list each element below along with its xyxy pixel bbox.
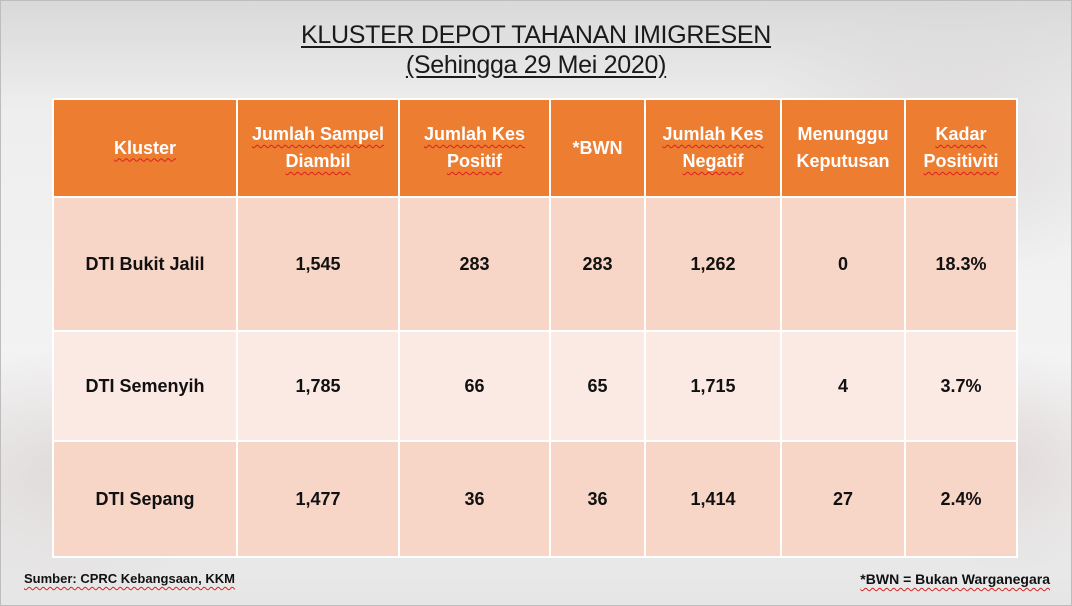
cell-bwn: 36 bbox=[549, 440, 646, 558]
cell-positif: 283 bbox=[398, 196, 551, 332]
cell-kluster: DTI Sepang bbox=[52, 440, 238, 558]
table-row: DTI Bukit Jalil 1,545 283 283 1,262 0 18… bbox=[52, 196, 1018, 332]
cluster-table: Kluster Jumlah Sampel Diambil Jumlah Kes… bbox=[52, 98, 1018, 558]
cell-bwn: 65 bbox=[549, 330, 646, 442]
table-row: DTI Sepang 1,477 36 36 1,414 27 2.4% bbox=[52, 440, 1018, 558]
cell-kadar: 3.7% bbox=[904, 330, 1018, 442]
cell-kluster: DTI Bukit Jalil bbox=[52, 196, 238, 332]
source-note: Sumber: CPRC Kebangsaan, KKM bbox=[24, 571, 235, 586]
cell-kluster: DTI Semenyih bbox=[52, 330, 238, 442]
cell-negatif: 1,414 bbox=[644, 440, 782, 558]
cell-sampel: 1,545 bbox=[236, 196, 400, 332]
cell-positif: 36 bbox=[398, 440, 551, 558]
table-header-row: Kluster Jumlah Sampel Diambil Jumlah Kes… bbox=[52, 98, 1018, 198]
cell-negatif: 1,715 bbox=[644, 330, 782, 442]
cell-menunggu: 4 bbox=[780, 330, 906, 442]
header-bwn: *BWN bbox=[549, 98, 646, 198]
cell-sampel: 1,477 bbox=[236, 440, 400, 558]
bwn-footnote: *BWN = Bukan Warganegara bbox=[860, 571, 1050, 587]
cell-negatif: 1,262 bbox=[644, 196, 782, 332]
header-kadar: Kadar Positiviti bbox=[904, 98, 1018, 198]
header-kes-positif: Jumlah Kes Positif bbox=[398, 98, 551, 198]
header-kes-negatif: Jumlah Kes Negatif bbox=[644, 98, 782, 198]
title-date: (Sehingga 29 Mei 2020) bbox=[405, 51, 667, 79]
table-row: DTI Semenyih 1,785 66 65 1,715 4 3.7% bbox=[52, 330, 1018, 442]
cell-sampel: 1,785 bbox=[236, 330, 400, 442]
cell-menunggu: 0 bbox=[780, 196, 906, 332]
header-kluster: Kluster bbox=[52, 98, 238, 198]
cell-bwn: 283 bbox=[549, 196, 646, 332]
cell-positif: 66 bbox=[398, 330, 551, 442]
cell-kadar: 18.3% bbox=[904, 196, 1018, 332]
slide-title: KLUSTER DEPOT TAHANAN IMIGRESEN (Sehingg… bbox=[0, 20, 1072, 80]
header-menunggu: Menunggu Keputusan bbox=[780, 98, 906, 198]
cell-kadar: 2.4% bbox=[904, 440, 1018, 558]
title-main: KLUSTER DEPOT TAHANAN IMIGRESEN bbox=[301, 21, 771, 49]
cell-menunggu: 27 bbox=[780, 440, 906, 558]
header-jumlah-sampel: Jumlah Sampel Diambil bbox=[236, 98, 400, 198]
